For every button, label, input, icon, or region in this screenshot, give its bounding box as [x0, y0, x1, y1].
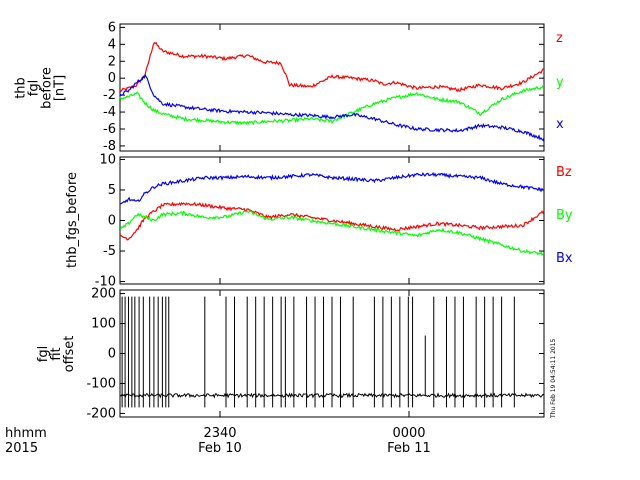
y-axis-label-line: fgl	[27, 80, 42, 96]
panel-offset-yticks: -200 -100 0 100 200	[86, 287, 544, 421]
y-axis-label-line: offset	[62, 336, 77, 373]
y-tick-label: -5	[103, 244, 116, 259]
panel-fgl-legend: z y x	[556, 31, 564, 132]
time-tick-label: 0000	[392, 426, 425, 441]
series-line-x	[119, 73, 545, 142]
y-tick-label: 4	[108, 37, 116, 52]
y-axis-label-line: before	[40, 67, 55, 109]
time-axis: 2340 0000 Feb 10 Feb 11 hhmm 2015	[5, 24, 431, 456]
y-axis-label-line: fit	[49, 347, 64, 360]
panel-offset-ylabel: fglfitoffset	[36, 336, 77, 373]
y-tick-label: 10	[99, 152, 116, 167]
time-tick-label: 2340	[203, 426, 236, 441]
panel-fgs-ylabel: thb_fgs_before	[65, 172, 80, 268]
legend-label: By	[556, 208, 573, 223]
panel-fgs: -10 -5 0 5 10 Bz By Bx thb_fgs_before	[65, 152, 573, 289]
legend-label: Bz	[556, 165, 572, 180]
y-axis-label-line: thb_fgs_before	[65, 172, 80, 268]
y-tick-label: -2	[103, 88, 116, 103]
y-tick-label: 0	[108, 214, 116, 229]
time-axis-label-year: 2015	[5, 441, 38, 456]
time-ticks	[219, 24, 410, 417]
y-tick-label: -200	[86, 406, 116, 421]
legend-label: z	[556, 31, 563, 46]
y-tick-label: -100	[86, 376, 116, 391]
panel-fgs-legend: Bz By Bx	[556, 165, 573, 266]
y-tick-label: -10	[95, 275, 116, 290]
y-tick-label: 0	[108, 71, 116, 86]
panel-offset: -200 -100 0 100 200 fglfitoffset	[36, 287, 545, 421]
date-label: Feb 10	[198, 441, 242, 456]
legend-label: Bx	[556, 251, 573, 266]
legend-label: y	[556, 75, 564, 90]
series-line-Bx	[119, 171, 545, 205]
y-tick-label: 5	[108, 183, 116, 198]
series-line-By	[119, 210, 545, 257]
y-tick-label: 200	[91, 287, 116, 302]
panel-fgl-frame	[119, 23, 545, 152]
panel-fgl: -8 -6 -4 -2 0 2 4 6 z y x thbfglbefore[nT]	[14, 20, 565, 154]
panel-fgs-series	[119, 171, 545, 257]
time-axis-label-hhmm: hhmm	[5, 426, 47, 441]
date-label: Feb 11	[387, 441, 431, 456]
panel-fgs-yticks: -10 -5 0 5 10	[95, 152, 544, 290]
y-tick-label: 6	[108, 20, 116, 35]
legend-label: x	[556, 117, 564, 132]
panel-fgl-yticks: -8 -6 -4 -2 0 2 4 6	[103, 20, 544, 154]
panel-fgl-series	[119, 41, 545, 142]
panel-fgl-ylabel: thbfglbefore[nT]	[14, 67, 68, 109]
y-tick-label: 0	[108, 347, 116, 362]
series-line-Bz	[119, 201, 545, 241]
series-line-z	[119, 41, 545, 93]
y-axis-label-line: fgl	[36, 346, 51, 362]
y-tick-label: 100	[91, 317, 116, 332]
y-tick-label: 2	[108, 54, 116, 69]
y-tick-label: -6	[103, 122, 116, 137]
timestamp-label: Thu Feb 19 04:54:11 2015	[550, 338, 557, 419]
y-tick-label: -8	[103, 139, 116, 154]
y-axis-label-line: thb	[14, 77, 29, 99]
panel-offset-series	[119, 296, 545, 408]
y-axis-label-line: [nT]	[53, 75, 68, 101]
y-tick-label: -4	[103, 105, 116, 120]
series-line-y	[119, 84, 545, 126]
